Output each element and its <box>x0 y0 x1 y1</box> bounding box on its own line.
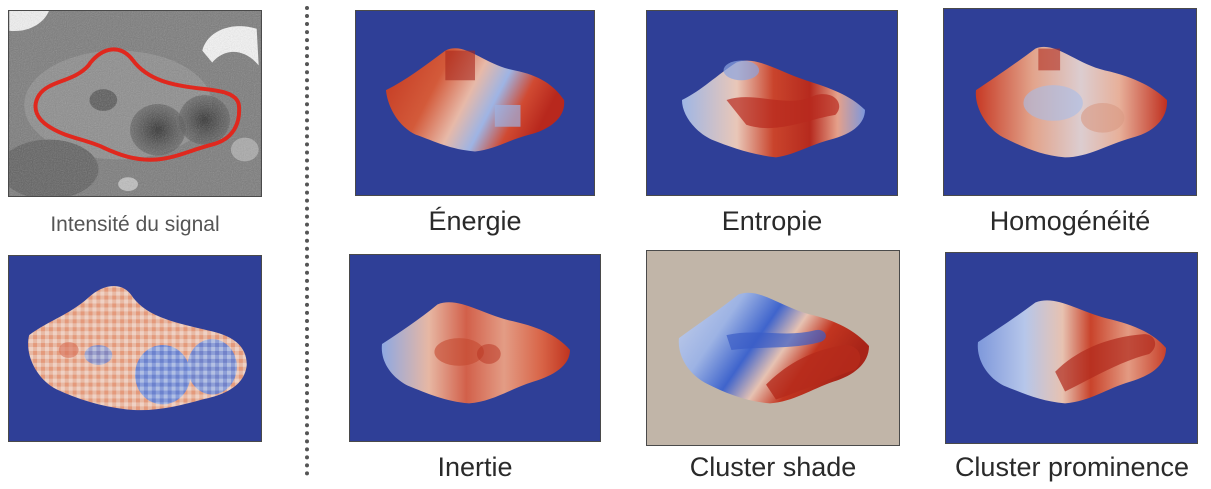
roi-contour <box>33 47 242 162</box>
map-homogeneite-label: Homogénéité <box>989 206 1151 236</box>
map-inertie <box>349 254 601 442</box>
ct-image <box>9 11 261 196</box>
map-cluster-shade <box>646 250 900 446</box>
map-cluster-prominence-label: Cluster prominence <box>954 452 1190 482</box>
map-cluster-prominence-image <box>946 253 1197 443</box>
map-energie-image <box>356 11 594 195</box>
map-entropie-image <box>647 11 897 195</box>
map-homogeneite <box>943 8 1197 196</box>
map-cluster-prominence <box>945 252 1198 444</box>
signal-map-panel <box>8 255 262 442</box>
map-cluster-shade-label: Cluster shade <box>689 452 857 482</box>
ct-caption: Intensité du signal <box>50 213 220 236</box>
column-divider <box>305 6 309 476</box>
ct-image-panel <box>8 10 262 197</box>
map-entropie-label: Entropie <box>721 206 823 236</box>
map-inertie-label: Inertie <box>437 452 513 482</box>
map-cluster-shade-image <box>647 251 899 445</box>
map-energie <box>355 10 595 196</box>
map-entropie <box>646 10 898 196</box>
signal-map <box>9 256 261 441</box>
map-inertie-image <box>350 255 600 441</box>
map-homogeneite-image <box>944 9 1196 195</box>
map-energie-label: Énergie <box>428 206 522 236</box>
